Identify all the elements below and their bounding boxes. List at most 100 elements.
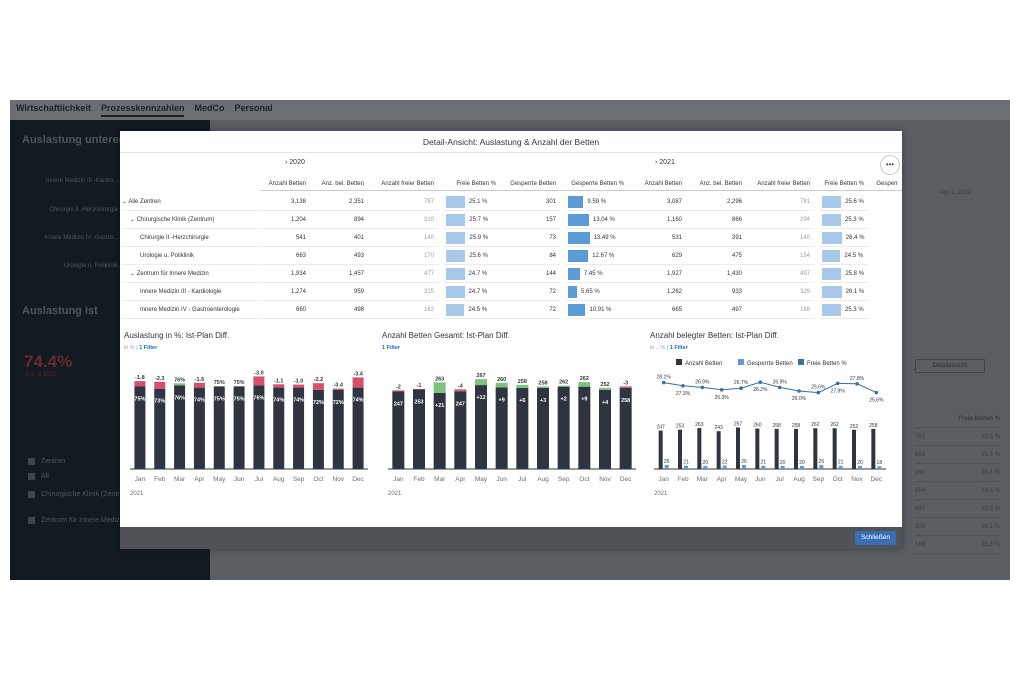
checkbox-icon[interactable]: [28, 473, 35, 480]
line-point[interactable]: [835, 381, 840, 386]
line-point[interactable]: [661, 380, 666, 385]
bar[interactable]: [578, 386, 591, 469]
bar[interactable]: [537, 387, 549, 469]
year-2021[interactable]: › 2021: [655, 159, 675, 166]
row-label[interactable]: ⌄ Chirurgische Klinik (Zentrum): [122, 211, 258, 229]
year-2020[interactable]: › 2020: [285, 159, 305, 166]
bar-anzahl-betten[interactable]: [755, 428, 760, 469]
column-header[interactable]: Anzahl freier Betten: [368, 177, 438, 191]
bar[interactable]: [193, 387, 205, 469]
bar-anzahl-betten[interactable]: [697, 428, 702, 469]
check-chirurgie[interactable]: Chirurgische Klinik (Zentrum): [28, 491, 138, 498]
line-point[interactable]: [874, 390, 879, 395]
bar-anzahl-betten[interactable]: [774, 428, 779, 469]
bar[interactable]: [154, 388, 166, 469]
line-point[interactable]: [758, 380, 763, 384]
bar[interactable]: [475, 385, 487, 469]
filter-link[interactable]: 1 Filter: [669, 345, 688, 351]
bar[interactable]: [332, 389, 344, 469]
bar-label: +4: [602, 400, 609, 406]
bar-gesperrte[interactable]: [742, 464, 746, 469]
tab-personal[interactable]: Personal: [234, 103, 273, 113]
bar[interactable]: [392, 391, 405, 469]
bar-anzahl-betten[interactable]: [716, 431, 721, 469]
bar-gesperrte[interactable]: [703, 465, 708, 469]
bar-label: 247: [394, 401, 403, 407]
chevron-down-icon[interactable]: ⌄: [130, 217, 137, 223]
column-header[interactable]: Anz. bel. Betten: [310, 177, 368, 191]
bar[interactable]: [516, 387, 529, 469]
bar-anzahl-betten[interactable]: [871, 428, 876, 469]
bar[interactable]: [413, 389, 425, 469]
bar[interactable]: [233, 386, 245, 470]
bar[interactable]: [433, 392, 446, 469]
bar-gesperrte[interactable]: [819, 464, 824, 469]
bar-gesperrte[interactable]: [858, 465, 862, 469]
bar-anzahl-betten[interactable]: [736, 427, 740, 469]
detailansicht-button[interactable]: Detailansicht: [915, 359, 985, 373]
bar[interactable]: [134, 386, 146, 470]
bar[interactable]: [253, 385, 265, 469]
line-point[interactable]: [777, 385, 782, 390]
check-all[interactable]: All: [28, 473, 49, 480]
filter-link[interactable]: 1 Filter: [139, 345, 158, 351]
bar[interactable]: [312, 389, 324, 469]
column-header[interactable]: Anzahl Betten: [628, 177, 686, 191]
chevron-down-icon[interactable]: ⌄: [130, 271, 137, 277]
bar-gesperrte[interactable]: [877, 466, 882, 469]
legend-label[interactable]: Freie Betten %: [807, 361, 847, 367]
column-header[interactable]: Gesperr: [868, 177, 902, 191]
bar[interactable]: [557, 386, 570, 469]
bar[interactable]: [495, 387, 508, 469]
column-header[interactable]: Gesperrte Betten: [500, 177, 560, 191]
bar-gesperrte[interactable]: [722, 465, 727, 469]
line-point[interactable]: [739, 386, 743, 390]
bar-gesperrte[interactable]: [800, 465, 804, 469]
line-point[interactable]: [719, 388, 724, 392]
column-header[interactable]: Anzahl freier Betten: [746, 177, 814, 191]
chevron-down-icon[interactable]: ⌄: [122, 199, 129, 205]
bar-anzahl-betten[interactable]: [813, 428, 818, 469]
bar-anzahl-betten[interactable]: [852, 429, 856, 469]
bar[interactable]: [599, 389, 611, 469]
bar-gesperrte[interactable]: [664, 464, 669, 469]
bar[interactable]: [293, 387, 305, 469]
check-innere[interactable]: Zentrum für Innere Medizin: [28, 517, 138, 524]
column-header[interactable]: Anzahl Betten: [260, 177, 310, 191]
bar-gesperrte[interactable]: [780, 465, 785, 469]
filter-link[interactable]: 1 Filter: [382, 345, 401, 351]
bar[interactable]: [619, 387, 632, 469]
bar[interactable]: [174, 385, 186, 469]
line-point[interactable]: [700, 385, 705, 390]
bar-anzahl-betten[interactable]: [794, 428, 798, 469]
row-label[interactable]: ⌄ Zentrum für Innere Medizin: [122, 265, 258, 283]
more-options-icon[interactable]: •••: [880, 155, 900, 175]
legend-label[interactable]: Gesperrte Betten: [747, 361, 793, 367]
line-point[interactable]: [855, 382, 859, 386]
bar-gesperrte[interactable]: [761, 465, 766, 469]
column-header[interactable]: Gesperrte Betten %: [560, 177, 628, 191]
bar-gesperrte[interactable]: [684, 465, 688, 469]
tab-medco[interactable]: MedCo: [194, 103, 225, 113]
close-button[interactable]: Schließen: [855, 531, 896, 545]
line-point[interactable]: [681, 384, 685, 388]
bar-anzahl-betten[interactable]: [832, 428, 837, 469]
legend-label[interactable]: Anzahl Betten: [685, 361, 722, 367]
bar[interactable]: [352, 387, 364, 469]
column-header[interactable]: Freie Betten %: [814, 177, 868, 191]
line-point[interactable]: [816, 390, 821, 395]
bar[interactable]: [273, 387, 285, 469]
row-label[interactable]: ⌄ Alle Zentren: [122, 193, 258, 211]
checkbox-icon[interactable]: [28, 517, 35, 524]
column-header[interactable]: Freie Betten %: [438, 177, 500, 191]
tab-wirtschaftlichkeit[interactable]: Wirtschaftlichkeit: [16, 103, 91, 113]
column-header[interactable]: Anz. bel. Betten: [686, 177, 746, 191]
checkbox-icon[interactable]: [28, 491, 35, 498]
tab-prozesskennzahlen[interactable]: Prozesskennzahlen: [100, 103, 185, 117]
bar-anzahl-betten[interactable]: [658, 430, 663, 469]
bar[interactable]: [213, 386, 225, 470]
bar-anzahl-betten[interactable]: [678, 429, 682, 469]
bar[interactable]: [454, 391, 467, 469]
line-point[interactable]: [797, 389, 801, 393]
bar-gesperrte[interactable]: [838, 465, 843, 469]
